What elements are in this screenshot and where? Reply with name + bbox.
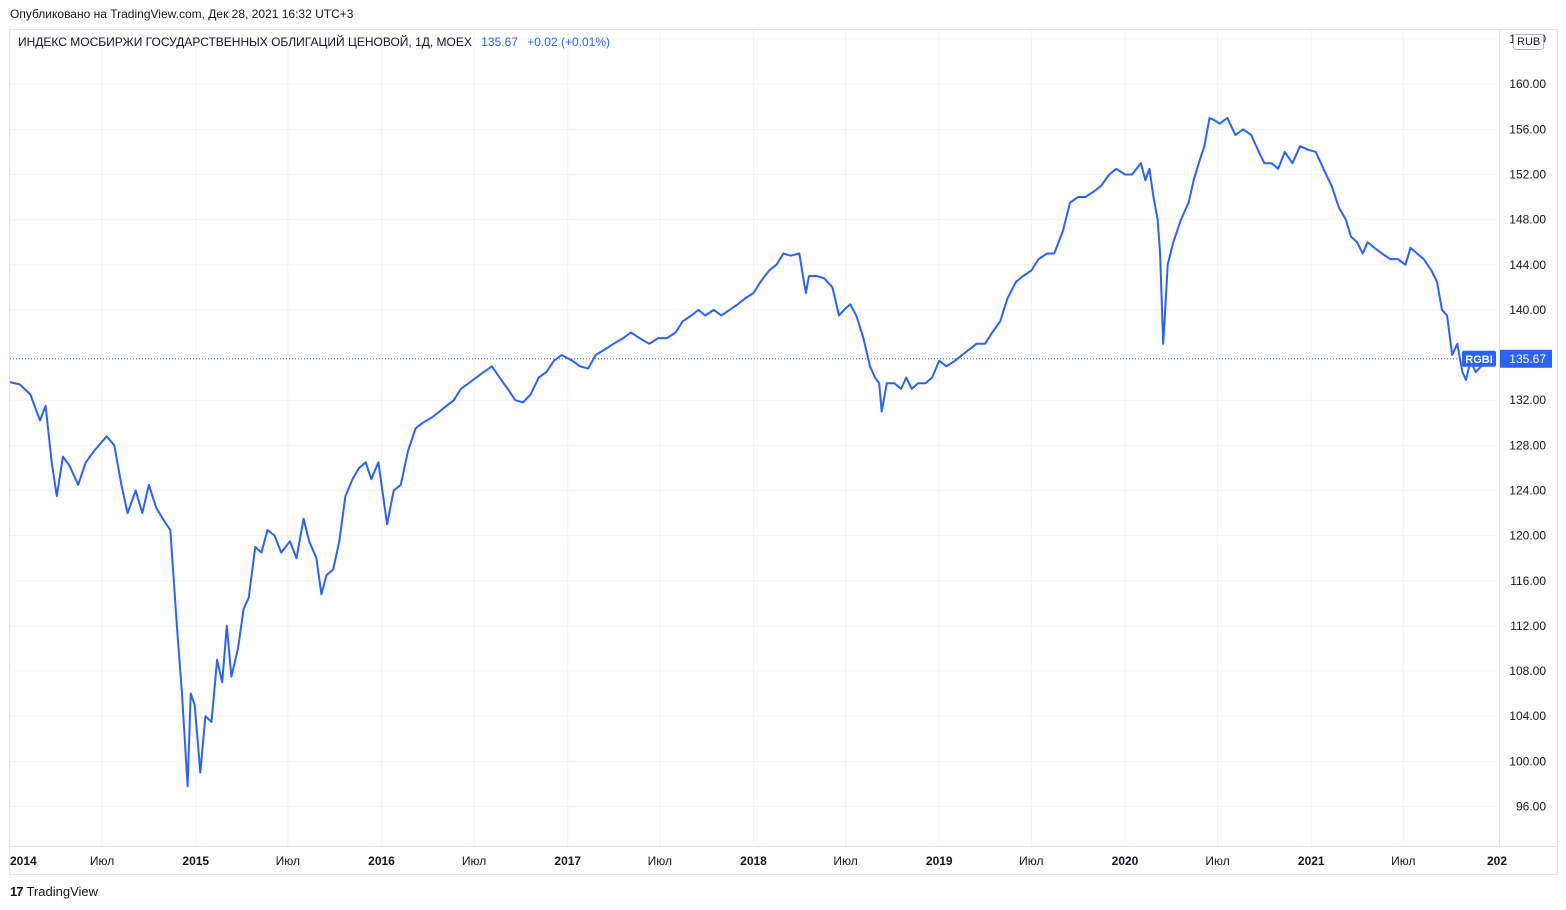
x-tick-label: Июл <box>1391 854 1415 868</box>
last-price-label: 135.67 <box>1509 352 1546 366</box>
currency-button[interactable]: RUB <box>1513 34 1545 50</box>
grid-lines <box>10 30 1497 846</box>
y-tick-label: 100.00 <box>1509 754 1546 768</box>
y-tick-label: 148.00 <box>1509 213 1546 227</box>
y-tick-label: 116.00 <box>1510 574 1546 588</box>
x-tick-label: Июл <box>276 854 300 868</box>
x-tick-label: Июл <box>1019 854 1043 868</box>
published-caption: Опубликовано на TradingView.com, Дек 28,… <box>10 7 354 21</box>
time-axis[interactable]: 2014 Июл 2015 Июл 2016 Июл 2017 Июл 2018 Июл 2019 И… <box>10 854 1507 868</box>
last-value-badges: RGBI 135.67 <box>1462 349 1552 368</box>
x-tick-label: 202 <box>1487 854 1507 868</box>
y-tick-label: 156.00 <box>1509 122 1546 136</box>
legend-title: ИНДЕКС МОСБИРЖИ ГОСУДАРСТВЕННЫХ ОБЛИГАЦИ… <box>18 35 472 49</box>
x-tick-label: 2019 <box>926 854 953 868</box>
price-axis[interactable]: 96.00 100.00 104.00 108.00 112.00 116.00 120.0… <box>1509 32 1546 813</box>
y-tick-label: 108.00 <box>1509 664 1546 678</box>
symbol-badge-label: RGBI <box>1465 354 1493 366</box>
x-tick-label: Июл <box>462 854 486 868</box>
last-price-badge <box>1500 349 1552 368</box>
x-tick-label: Июл <box>90 854 114 868</box>
x-tick-label: Июл <box>1205 854 1229 868</box>
x-tick-label: 2016 <box>368 854 395 868</box>
y-tick-label: 104.00 <box>1509 709 1546 723</box>
x-tick-label: Июл <box>648 854 672 868</box>
legend-change: +0.02 (+0.01%) <box>527 35 611 49</box>
symbol-badge <box>1462 350 1496 367</box>
y-tick-label: 120.00 <box>1509 529 1546 543</box>
y-tick-label: 132.00 <box>1509 393 1546 407</box>
y-tick-label: 144.00 <box>1509 258 1546 272</box>
tradingview-logo-icon: 17 <box>10 884 24 899</box>
y-tick-label: 96.00 <box>1516 799 1546 813</box>
y-tick-label: 124.00 <box>1509 483 1546 497</box>
x-tick-label: 2014 <box>10 854 37 868</box>
y-tick-label: 128.00 <box>1509 438 1546 452</box>
y-tick-label: 140.00 <box>1509 303 1546 317</box>
tradingview-logo[interactable]: 17 TradingView <box>10 884 98 899</box>
y-tick-label: 160.00 <box>1509 77 1546 91</box>
x-tick-label: Июл <box>833 854 857 868</box>
rgbi-series-line <box>9 117 1496 788</box>
legend-last-value: 135.67 <box>481 35 518 49</box>
x-tick-label: 2021 <box>1298 854 1325 868</box>
y-tick-label: 152.00 <box>1509 167 1546 181</box>
x-tick-label: 2015 <box>182 854 209 868</box>
x-tick-label: 2017 <box>554 854 581 868</box>
x-tick-label: 2020 <box>1112 854 1139 868</box>
chart-frame <box>9 29 1558 875</box>
y-tick-label: 112.00 <box>1510 619 1546 633</box>
x-tick-label: 2018 <box>740 854 767 868</box>
tradingview-logo-text: TradingView <box>26 884 99 899</box>
chart-legend[interactable]: ИНДЕКС МОСБИРЖИ ГОСУДАРСТВЕННЫХ ОБЛИГАЦИ… <box>18 35 610 49</box>
